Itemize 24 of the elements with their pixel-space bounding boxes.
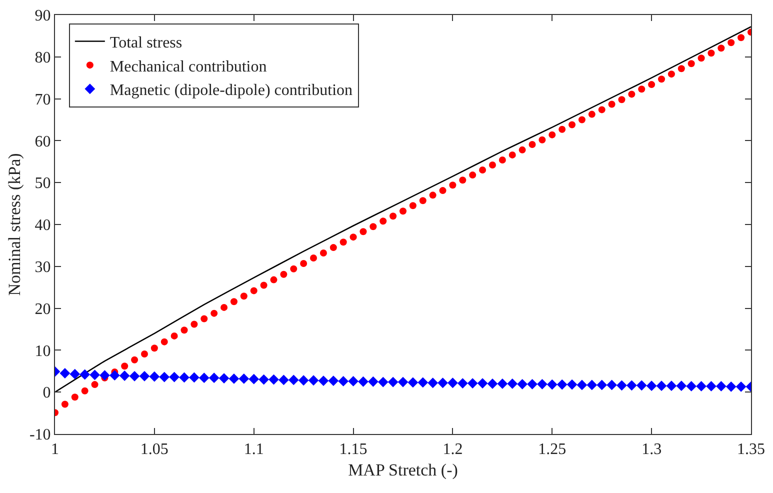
y-tick-label: 20: [34, 300, 51, 318]
legend-label: Total stress: [110, 34, 182, 52]
y-tick-label: 90: [34, 8, 51, 25]
x-tick-label: 1.15: [339, 441, 368, 458]
y-tick-label: -10: [29, 426, 51, 444]
y-tick-label: 0: [42, 384, 51, 402]
y-axis-title: Nominal stress (kPa): [5, 153, 24, 296]
x-tick-label: 1.2: [442, 441, 463, 458]
y-tick-label: 60: [34, 133, 51, 150]
y-tick-label: 10: [34, 342, 51, 360]
y-tick-label: 40: [34, 217, 51, 234]
x-tick-label: 1.35: [737, 441, 765, 458]
x-tick-label: 1.3: [642, 441, 662, 458]
y-tick-label: 50: [34, 175, 51, 192]
x-tick-label: 1.1: [244, 441, 264, 458]
legend-label: Magnetic (dipole-dipole) contribution: [110, 82, 353, 100]
legend-label: Mechanical contribution: [110, 58, 267, 76]
y-tick-label: 30: [34, 259, 51, 276]
y-tick-label: 70: [34, 91, 51, 108]
x-tick-label: 1.25: [538, 441, 566, 458]
x-tick-label: 1.05: [140, 441, 168, 458]
y-tick-label: 80: [34, 50, 51, 66]
x-axis-title: MAP Stretch (-): [348, 460, 458, 480]
x-tick-label: 1: [51, 441, 59, 458]
